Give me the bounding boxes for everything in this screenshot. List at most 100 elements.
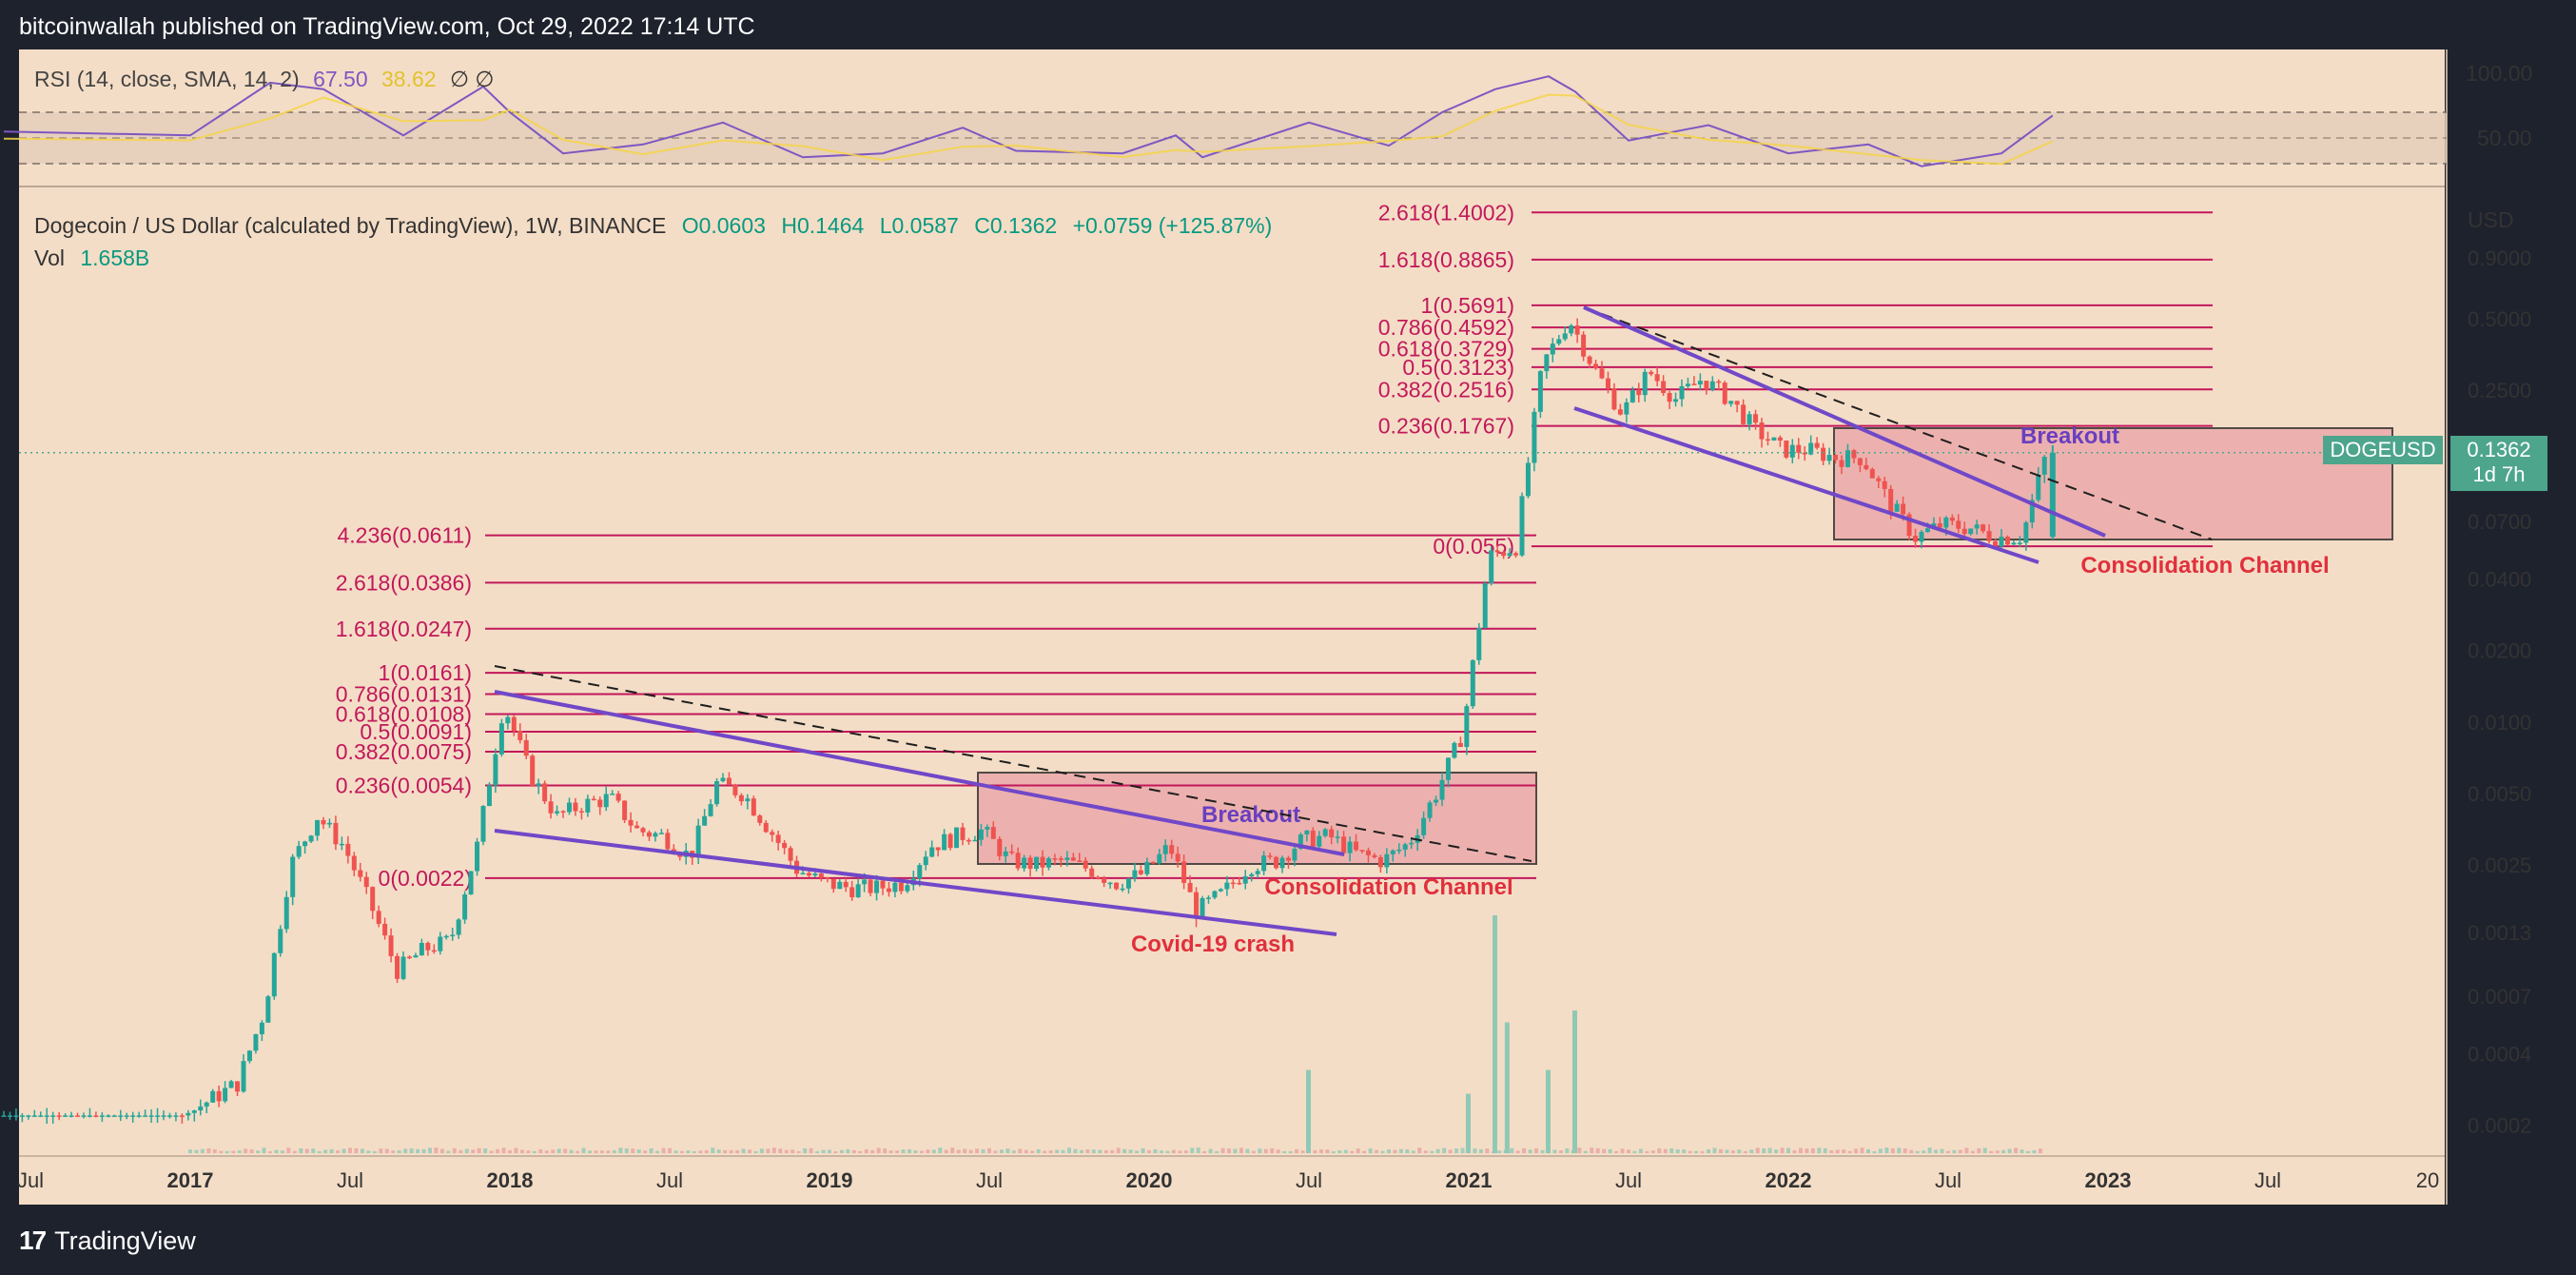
rsi-visibility-toggles[interactable]: ∅ ∅ [449, 67, 495, 91]
volume-bar [342, 1148, 346, 1153]
candle-body [1661, 381, 1667, 394]
candle-body [1249, 873, 1255, 876]
candle-body [585, 798, 591, 813]
candle-body [917, 865, 923, 879]
fib-label-2021: 0.618(0.3729) [1378, 337, 1514, 362]
volume-bar [299, 1148, 303, 1153]
volume-bar [926, 1149, 930, 1153]
volume-bar [1331, 1150, 1336, 1153]
volume-bar [1497, 1150, 1502, 1153]
symbol-legend: Dogecoin / US Dollar (calculated by Trad… [34, 213, 1272, 239]
candle-body [658, 833, 664, 834]
candle-body [1162, 845, 1168, 854]
volume-bar [1638, 1148, 1643, 1153]
volume-bar [2001, 1149, 2006, 1153]
candle-body [1377, 856, 1383, 868]
volume-bar [1995, 1150, 2000, 1153]
candle-body [1457, 742, 1463, 747]
candle-body [265, 996, 271, 1023]
volume-bar [655, 1150, 660, 1153]
fib-label-2021: 0(0.055) [1433, 534, 1514, 559]
candle-body [1839, 460, 1844, 467]
volume-bar [1178, 1150, 1182, 1153]
volume-bar [636, 1149, 641, 1153]
candle-body [1624, 402, 1630, 415]
candle-body [1986, 531, 1992, 541]
candle-body [745, 798, 751, 802]
volume-bar [317, 1150, 322, 1153]
candle-body [1741, 404, 1747, 424]
candle-body [1919, 532, 1924, 542]
volume-bar [446, 1150, 451, 1153]
candle-body [1169, 845, 1175, 854]
volume-bar [606, 1150, 611, 1153]
candle-body [1869, 469, 1875, 479]
candle-body [315, 819, 321, 836]
candle-body [886, 888, 891, 892]
volume-bar [508, 1149, 512, 1153]
candle-body [1347, 841, 1353, 853]
volume-bar [1762, 1148, 1766, 1153]
volume-bar [1964, 1148, 1969, 1153]
candle-body [1821, 447, 1826, 461]
volume-bar [304, 1148, 309, 1153]
candle-body [1636, 390, 1642, 396]
candle-body [1476, 628, 1482, 660]
volume-bar [809, 1148, 813, 1153]
time-axis-label: Jul [17, 1168, 44, 1192]
volume-bar [1627, 1149, 1630, 1153]
candle-body [283, 896, 289, 930]
volume-bar [280, 1150, 284, 1153]
volume-bar [673, 1150, 678, 1153]
volume-bar [766, 1148, 771, 1153]
candle-body [1587, 356, 1592, 364]
volume-bar [649, 1148, 654, 1153]
candle-body [68, 1115, 74, 1117]
volume-bar [907, 1148, 911, 1153]
volume-bar [1780, 1148, 1785, 1153]
volume-bar [2020, 1149, 2024, 1153]
price-axis-label: 0.2500 [2468, 379, 2531, 402]
volume-bar [1295, 1148, 1299, 1153]
volume-bar [1116, 1148, 1121, 1153]
volume-bar [1946, 1150, 1950, 1153]
volume-bar [409, 1148, 414, 1153]
candle-body [763, 822, 769, 833]
candle-body [185, 1112, 191, 1116]
brand-name: TradingView [54, 1226, 196, 1255]
price-axis-label: 0.0400 [2468, 568, 2531, 592]
volume-bar [483, 1148, 488, 1153]
candle-body [1704, 381, 1709, 390]
candle-body [985, 827, 990, 830]
price-axis-label: 0.0200 [2468, 639, 2531, 663]
candle-body [111, 1115, 117, 1117]
candle-body [542, 783, 548, 802]
candle-body [1322, 829, 1328, 836]
candle-body [1844, 450, 1850, 467]
fib-label-2021: 0.786(0.4592) [1378, 315, 1514, 340]
candle-body [382, 923, 388, 936]
fib-label-2021: 1(0.5691) [1421, 293, 1514, 318]
volume-bar [1183, 1150, 1188, 1153]
price-axis-label: 0.0050 [2468, 782, 2531, 806]
price-axis-label: 0.0007 [2468, 985, 2531, 1009]
footer-brand[interactable]: 17 TradingView [19, 1226, 196, 1256]
volume-bar [828, 1149, 831, 1153]
volume-bar [1313, 1149, 1317, 1153]
candle-body [935, 847, 941, 851]
volume-bar [999, 1149, 1004, 1153]
volume-bar [286, 1148, 291, 1153]
volume-bar [532, 1150, 537, 1153]
volume-bar [459, 1149, 463, 1153]
candle-body [419, 943, 424, 956]
candle-body [438, 936, 443, 951]
volume-bar [1245, 1148, 1250, 1153]
volume-bar [1977, 1148, 1981, 1153]
candle-body [800, 873, 806, 875]
volume-bar [888, 1150, 893, 1153]
volume-bar [1375, 1149, 1379, 1153]
candle-body [1532, 411, 1537, 463]
volume-bar [679, 1150, 684, 1153]
volume-value: 1.658B [80, 245, 150, 270]
volume-bar [901, 1149, 906, 1153]
